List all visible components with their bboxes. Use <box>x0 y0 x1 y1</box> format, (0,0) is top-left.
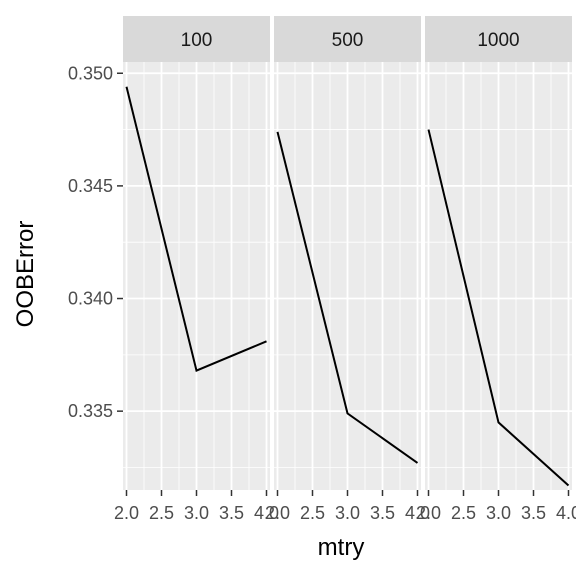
x-axis-title: mtry <box>318 534 365 561</box>
x-tick-label: 2.0 <box>265 503 290 523</box>
series-line <box>125 86 267 372</box>
series-line <box>276 131 419 464</box>
x-tick-label: 4.0 <box>556 503 576 523</box>
y-tick-label: 0.340 <box>68 289 113 309</box>
x-tick-label: 2.5 <box>149 503 174 523</box>
x-tick-label: 2.0 <box>416 503 441 523</box>
facet-panel-100: 100 2.0 2.5 3.0 3.5 4.0 <box>114 16 279 523</box>
x-tick-label: 4.0 <box>254 503 279 523</box>
y-tick-label: 0.350 <box>68 63 113 83</box>
x-tick-label: 4.0 <box>405 503 430 523</box>
x-tick-label: 3.0 <box>335 503 360 523</box>
x-tick-label: 3.5 <box>370 503 395 523</box>
y-axis: 0.335 0.340 0.345 0.350 <box>68 63 123 421</box>
facet-strip-label: 500 <box>332 30 364 51</box>
facet-strip <box>123 16 270 62</box>
x-tick-label: 3.5 <box>219 503 244 523</box>
series-line <box>427 129 570 487</box>
facet-strip <box>425 16 572 62</box>
x-tick-label: 3.5 <box>521 503 546 523</box>
y-axis-title: OOBError <box>12 221 39 328</box>
facet-panel-500: 500 2.0 2.5 3.0 3.5 4.0 <box>265 16 430 523</box>
facet-strip-label: 100 <box>181 30 213 51</box>
x-tick-label: 2.5 <box>300 503 325 523</box>
x-tick-label: 2.0 <box>114 503 139 523</box>
x-tick-label: 2.5 <box>451 503 476 523</box>
facet-panel-1000: 1000 2.0 2.5 3.0 3.5 4.0 <box>416 16 576 523</box>
y-tick-label: 0.345 <box>68 176 113 196</box>
facet-strip-label: 1000 <box>477 30 519 51</box>
y-tick-label: 0.335 <box>68 401 113 421</box>
x-tick-label: 3.0 <box>184 503 209 523</box>
facet-strip <box>274 16 421 62</box>
x-tick-label: 3.0 <box>486 503 511 523</box>
